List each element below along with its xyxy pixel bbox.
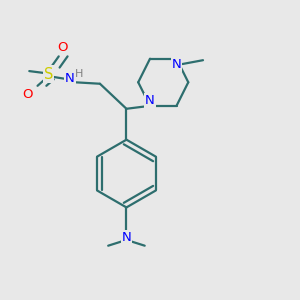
Text: H: H bbox=[75, 69, 83, 79]
Text: N: N bbox=[145, 94, 155, 107]
Text: O: O bbox=[22, 88, 33, 101]
Text: O: O bbox=[57, 41, 68, 54]
Text: N: N bbox=[65, 72, 74, 85]
Text: S: S bbox=[44, 67, 53, 82]
Text: N: N bbox=[172, 58, 182, 70]
Text: N: N bbox=[122, 231, 131, 244]
